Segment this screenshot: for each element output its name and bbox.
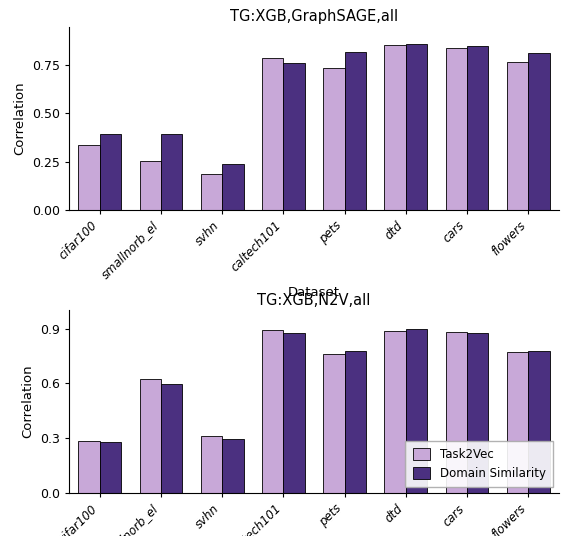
Title: TG:XGB,N2V,all: TG:XGB,N2V,all: [257, 293, 370, 308]
Bar: [262, 330, 283, 493]
Bar: [262, 57, 283, 210]
Bar: [100, 133, 121, 210]
Bar: [222, 165, 244, 210]
Bar: [200, 174, 222, 210]
Bar: [384, 331, 406, 493]
Bar: [445, 48, 467, 210]
Title: TG:XGB,GraphSAGE,all: TG:XGB,GraphSAGE,all: [230, 9, 398, 24]
Bar: [139, 161, 161, 210]
Bar: [222, 439, 244, 493]
Bar: [507, 62, 528, 210]
Bar: [139, 379, 161, 493]
Bar: [528, 53, 550, 210]
Y-axis label: Correlation: Correlation: [14, 81, 26, 155]
X-axis label: Dataset: Dataset: [288, 286, 340, 300]
Bar: [323, 354, 344, 493]
Bar: [344, 352, 366, 493]
Bar: [78, 441, 100, 493]
Bar: [507, 352, 528, 493]
Bar: [283, 333, 305, 493]
Bar: [200, 436, 222, 493]
Bar: [406, 44, 427, 210]
Bar: [406, 330, 427, 493]
Legend: Task2Vec, Domain Similarity: Task2Vec, Domain Similarity: [406, 441, 553, 487]
Bar: [323, 68, 344, 210]
Bar: [528, 352, 550, 493]
Bar: [283, 63, 305, 210]
Bar: [467, 333, 488, 493]
Bar: [100, 442, 121, 493]
Bar: [161, 133, 183, 210]
Bar: [384, 45, 406, 210]
Bar: [161, 384, 183, 493]
Bar: [445, 332, 467, 493]
Bar: [467, 46, 488, 210]
Bar: [344, 52, 366, 210]
Bar: [78, 145, 100, 210]
Y-axis label: Correlation: Correlation: [21, 365, 35, 438]
